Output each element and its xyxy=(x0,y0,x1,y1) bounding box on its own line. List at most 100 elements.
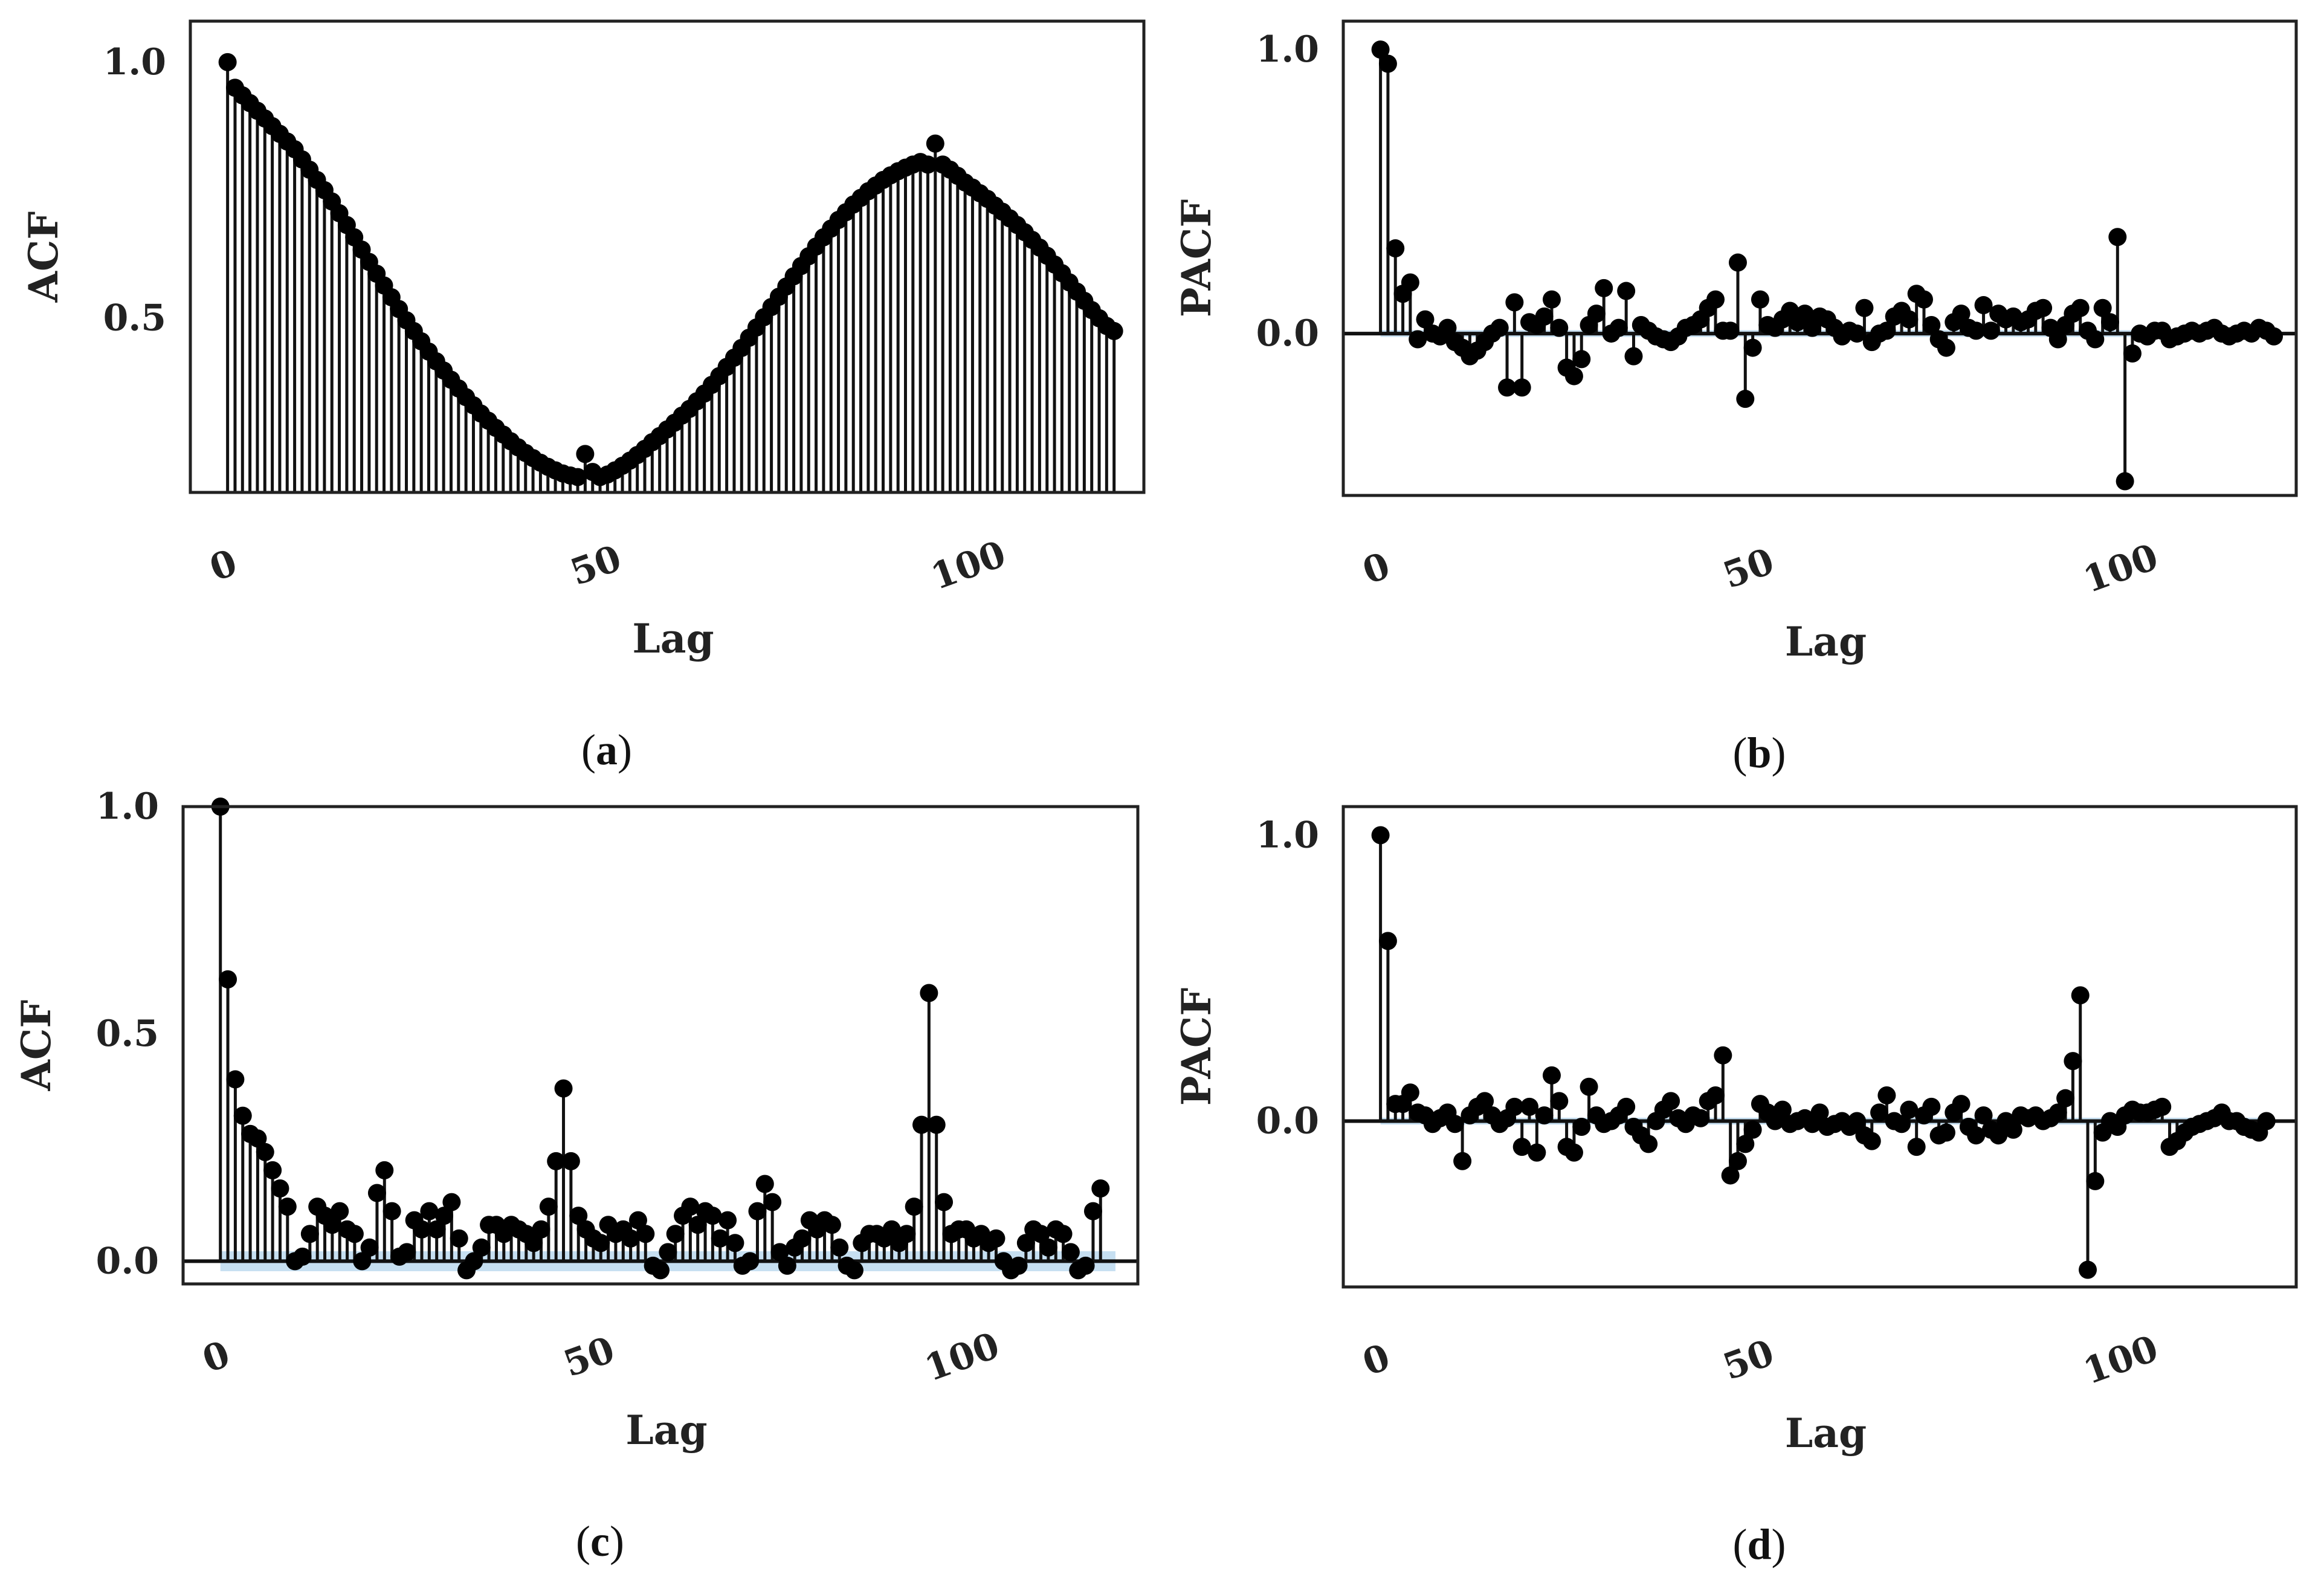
marker-b-16 xyxy=(1490,318,1509,337)
plot-frame xyxy=(1341,805,2298,1289)
marker-b-74 xyxy=(1922,315,1941,334)
marker-d-93 xyxy=(2064,1052,2082,1071)
xtick-label: 100 xyxy=(919,1324,1005,1390)
marker-d-33 xyxy=(1617,1097,1636,1116)
marker-d-94 xyxy=(2071,986,2090,1005)
marker-d-36 xyxy=(1639,1135,1658,1153)
marker-b-24 xyxy=(1550,318,1569,337)
marker-d-92 xyxy=(2056,1089,2075,1107)
marker-c-92 xyxy=(897,1225,916,1243)
marker-c-3 xyxy=(233,1106,252,1125)
marker-d-21 xyxy=(1528,1143,1546,1162)
x-axis-label: Lag xyxy=(1785,618,1867,665)
xtick-label: 100 xyxy=(926,533,1012,599)
marker-c-51 xyxy=(592,1234,610,1253)
marker-c-6 xyxy=(256,1143,274,1161)
marker-a-47 xyxy=(569,468,587,486)
marker-c-73 xyxy=(755,1175,774,1193)
chart-b-svg: 0.0 1.0 0 50 100 Lag PACF (b) xyxy=(1173,19,2298,777)
marker-b-32 xyxy=(1609,318,1628,337)
marker-d-14 xyxy=(1476,1092,1494,1111)
panel-caption: (d) xyxy=(1732,1520,1786,1568)
marker-c-43 xyxy=(532,1220,550,1239)
panel-caption-letter: d xyxy=(1747,1520,1771,1568)
marker-c-2 xyxy=(226,1070,245,1089)
plot-frame xyxy=(189,19,1146,494)
marker-b-33 xyxy=(1617,282,1636,300)
marker-b-23 xyxy=(1542,290,1561,309)
y-axis-label: PACF xyxy=(1173,199,1220,317)
marker-c-61 xyxy=(666,1225,685,1243)
marker-b-47 xyxy=(1721,321,1740,340)
marker-c-32 xyxy=(450,1229,468,1248)
xtick-label: 50 xyxy=(1718,540,1780,597)
marker-d-43 xyxy=(1691,1109,1710,1127)
marker-d-49 xyxy=(1736,1135,1755,1153)
marker-b-4 xyxy=(1401,273,1419,292)
marker-d-39 xyxy=(1662,1092,1680,1111)
marker-c-107 xyxy=(1009,1256,1028,1275)
marker-c-90 xyxy=(882,1220,901,1239)
marker-c-104 xyxy=(987,1229,1005,1248)
marker-c-30 xyxy=(435,1207,454,1225)
panel-caption-letter: c xyxy=(590,1517,610,1565)
marker-c-44 xyxy=(539,1198,558,1216)
marker-c-35 xyxy=(472,1238,491,1257)
marker-c-47 xyxy=(561,1152,580,1170)
marker-c-76 xyxy=(778,1256,796,1275)
marker-a-119 xyxy=(1105,321,1123,340)
marker-d-46 xyxy=(1714,1046,1732,1065)
plot-frame xyxy=(1341,19,2298,497)
marker-d-23 xyxy=(1542,1066,1561,1085)
marker-b-0 xyxy=(1371,40,1390,59)
marker-d-68 xyxy=(1877,1086,1896,1104)
marker-c-71 xyxy=(741,1252,760,1271)
marker-c-93 xyxy=(905,1198,923,1216)
x-axis-label: Lag xyxy=(632,615,714,662)
marker-a-48 xyxy=(576,445,595,463)
marker-b-89 xyxy=(2034,298,2053,317)
marker-b-64 xyxy=(1848,324,1867,343)
marker-d-59 xyxy=(1810,1103,1829,1122)
marker-c-29 xyxy=(427,1220,446,1239)
plot-frame xyxy=(181,805,1140,1286)
marker-d-27 xyxy=(1572,1118,1591,1136)
marker-c-7 xyxy=(263,1161,282,1179)
marker-b-34 xyxy=(1624,347,1643,366)
ytick-label: 0.0 xyxy=(1256,312,1319,355)
marker-b-2 xyxy=(1386,239,1405,258)
marker-c-83 xyxy=(830,1238,849,1257)
marker-d-70 xyxy=(1893,1115,1911,1133)
xtick-label: 50 xyxy=(1718,1332,1780,1388)
marker-c-72 xyxy=(748,1202,767,1220)
marker-c-12 xyxy=(300,1225,319,1243)
marker-c-82 xyxy=(822,1216,841,1234)
panel-caption-letter: a xyxy=(596,726,618,774)
ytick-label: 0.0 xyxy=(1256,1100,1319,1143)
marker-b-99 xyxy=(2108,228,2127,247)
marker-d-4 xyxy=(1401,1083,1419,1102)
marker-b-65 xyxy=(1855,298,1874,317)
marker-b-45 xyxy=(1706,290,1725,309)
marker-b-5 xyxy=(1409,330,1427,349)
marker-c-67 xyxy=(711,1229,729,1248)
marker-c-108 xyxy=(1016,1234,1035,1253)
marker-c-116 xyxy=(1076,1256,1095,1275)
marker-b-30 xyxy=(1595,279,1613,297)
marker-c-16 xyxy=(331,1202,349,1220)
ytick-label: 0.5 xyxy=(103,297,166,340)
marker-d-0 xyxy=(1371,826,1390,845)
marker-d-91 xyxy=(2048,1103,2067,1122)
marker-d-54 xyxy=(1773,1100,1792,1119)
marker-c-113 xyxy=(1054,1225,1073,1243)
marker-c-27 xyxy=(413,1220,431,1239)
marker-d-22 xyxy=(1535,1106,1554,1125)
marker-d-76 xyxy=(1937,1123,1955,1142)
marker-d-96 xyxy=(2086,1172,2105,1190)
marker-c-60 xyxy=(659,1243,677,1262)
marker-b-76 xyxy=(1937,338,1955,357)
marker-d-19 xyxy=(1512,1138,1531,1156)
marker-b-94 xyxy=(2071,298,2090,317)
marker-b-17 xyxy=(1498,378,1517,397)
marker-b-82 xyxy=(1981,321,2000,340)
